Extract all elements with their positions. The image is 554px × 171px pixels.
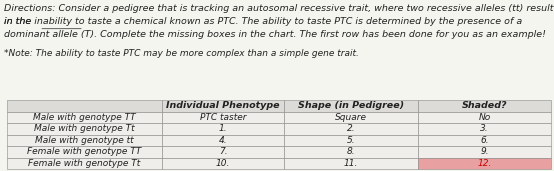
Text: Male with genotype TT: Male with genotype TT	[33, 113, 136, 122]
Text: 7.: 7.	[219, 147, 228, 156]
Text: in the inability to taste a chemical known as PTC. The ability to taste PTC is d: in the inability to taste a chemical kno…	[4, 17, 522, 26]
Text: Directions: Consider a pedigree that is tracking an autosomal recessive trait, w: Directions: Consider a pedigree that is …	[4, 4, 554, 13]
Bar	[7, 100, 162, 112]
Bar	[418, 146, 551, 158]
Bar	[284, 100, 418, 112]
Bar	[7, 158, 162, 169]
Text: 11.: 11.	[344, 159, 358, 168]
Text: Male with genotype Tt: Male with genotype Tt	[34, 124, 135, 133]
Text: dominant allele (T). Complete the missing boxes in the chart. The first row has : dominant allele (T). Complete the missin…	[4, 30, 546, 39]
Bar	[7, 112, 162, 123]
Bar	[7, 123, 162, 135]
Bar	[284, 146, 418, 158]
Text: PTC taster: PTC taster	[200, 113, 247, 122]
Text: *Note: The ability to taste PTC may be more complex than a simple gene trait.: *Note: The ability to taste PTC may be m…	[4, 49, 360, 58]
Text: in the: in the	[4, 17, 35, 26]
Bar	[162, 158, 284, 169]
Bar	[418, 123, 551, 135]
Bar	[284, 112, 418, 123]
Text: Square: Square	[335, 113, 367, 122]
Bar	[162, 100, 284, 112]
Text: Individual Phenotype: Individual Phenotype	[166, 101, 280, 110]
Bar	[162, 146, 284, 158]
Text: Female with genotype TT: Female with genotype TT	[27, 147, 141, 156]
Bar	[162, 123, 284, 135]
Bar	[162, 112, 284, 123]
Text: in the: in the	[4, 17, 35, 26]
Text: Male with genotype tt: Male with genotype tt	[35, 136, 134, 145]
Text: Shaded?: Shaded?	[462, 101, 507, 110]
Bar	[418, 158, 551, 169]
Bar	[418, 112, 551, 123]
Text: 12.: 12.	[478, 159, 492, 168]
Text: Female with genotype Tt: Female with genotype Tt	[28, 159, 140, 168]
Text: in the inability: in the inability	[4, 17, 73, 26]
Text: 4.: 4.	[219, 136, 228, 145]
Bar	[7, 146, 162, 158]
Text: 5.: 5.	[347, 136, 356, 145]
Bar	[284, 135, 418, 146]
Bar	[418, 135, 551, 146]
Text: 3.: 3.	[480, 124, 489, 133]
Text: 8.: 8.	[347, 147, 356, 156]
Text: 10.: 10.	[216, 159, 230, 168]
Text: 6.: 6.	[480, 136, 489, 145]
Bar	[7, 135, 162, 146]
Text: 1.: 1.	[219, 124, 228, 133]
Text: 2.: 2.	[347, 124, 356, 133]
Text: 9.: 9.	[480, 147, 489, 156]
Text: Shape (in Pedigree): Shape (in Pedigree)	[298, 101, 404, 110]
Bar	[284, 158, 418, 169]
Bar	[418, 100, 551, 112]
Text: No: No	[479, 113, 491, 122]
Bar	[284, 123, 418, 135]
Bar	[162, 135, 284, 146]
